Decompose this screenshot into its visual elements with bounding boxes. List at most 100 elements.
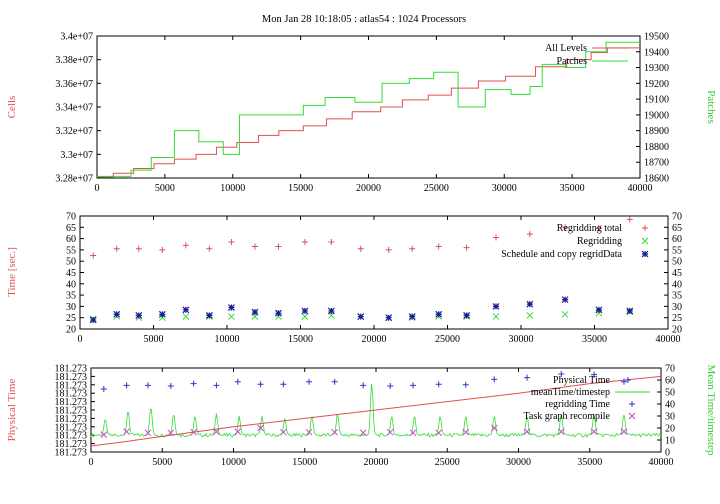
- legend-label-regridding-total: Regridding total: [557, 223, 622, 234]
- y-tick-label: 3.34e+07: [55, 103, 93, 114]
- data-point-regridding-time: [387, 383, 394, 389]
- x-tick-label: 15000: [288, 334, 313, 345]
- data-point-regridding-time: [360, 382, 367, 389]
- y-tick-label: 181.273: [55, 414, 88, 425]
- x-tick-label: 35000: [582, 334, 607, 345]
- data-point-regridding-time: [410, 382, 417, 389]
- y2-tick-label: 19200: [644, 79, 669, 90]
- data-point-schedule-copy: [251, 308, 259, 316]
- x-tick-label: 5000: [152, 457, 172, 468]
- y2-tick-label: 60: [672, 234, 682, 245]
- data-point-task-graph: [190, 428, 197, 436]
- y-tick-label: 181.273: [55, 448, 88, 459]
- y2-tick-label: 40: [665, 400, 675, 411]
- data-point-task-graph: [234, 428, 242, 435]
- y2-tick-label: 55: [672, 245, 682, 256]
- data-point-task-graph: [100, 431, 108, 438]
- data-point-regridding-total: [113, 245, 120, 252]
- data-point-regridding: [492, 313, 500, 320]
- data-point-schedule-copy: [135, 312, 143, 319]
- legend-swatch-physical-time: [625, 377, 631, 383]
- legend-label-physical-time: Physical Time: [553, 375, 611, 386]
- data-point-regridding-time: [190, 380, 197, 387]
- y2-tick-label: 20: [672, 325, 682, 336]
- data-point-regridding-total: [90, 252, 97, 259]
- data-point-regridding-total: [135, 245, 142, 252]
- data-point-regridding: [182, 313, 190, 320]
- y-tick-label: 181.273: [55, 406, 88, 417]
- y2-tick-label: 18800: [644, 142, 669, 153]
- y-tick-label: 25: [66, 313, 76, 324]
- data-point-regridding-total: [182, 242, 189, 249]
- legend-label-mean-time: meanTime/timestep: [531, 387, 610, 398]
- legend: Physical Time meanTime/timestep regriddi…: [524, 375, 650, 422]
- x-tick-label: 30000: [506, 457, 531, 468]
- series-line-mean-time: [90, 383, 662, 438]
- y2-tick-label: 19300: [644, 63, 669, 74]
- y-tick-label: 181.273: [55, 372, 88, 383]
- data-point-regridding-total: [275, 243, 282, 250]
- data-point-regridding-time: [491, 376, 498, 383]
- legend-swatch-regridding-time: [629, 401, 635, 407]
- data-point-regridding-time: [123, 382, 130, 389]
- data-point-regridding-time: [145, 382, 151, 389]
- data-point-regridding-time: [591, 371, 598, 378]
- data-point-regridding-time: [234, 378, 241, 385]
- y-tick-label: 181.273: [55, 364, 88, 375]
- data-point-task-graph: [167, 429, 175, 437]
- y2-tick-label: 45: [672, 268, 682, 279]
- data-point-regridding-time: [280, 381, 287, 388]
- y2-tick-label: 18900: [644, 126, 669, 137]
- y-tick-label: 35: [66, 291, 76, 302]
- x-tick-label: 5000: [144, 334, 164, 345]
- data-point-task-graph: [435, 429, 443, 437]
- y2-tick-label: 0: [665, 448, 670, 459]
- legend-swatch-task-graph: [628, 412, 636, 420]
- data-point-regridding-time: [100, 386, 107, 392]
- y-tick-label: 65: [66, 223, 76, 234]
- data-point-regridding-time: [306, 378, 313, 385]
- x-tick-label: 30000: [509, 334, 534, 345]
- data-point-regridding-time: [435, 381, 442, 388]
- x-tick-label: 10000: [221, 457, 246, 468]
- data-point-regridding-time: [331, 378, 338, 385]
- y-tick-label: 181.273: [55, 397, 88, 408]
- data-point-regridding-total: [206, 245, 213, 252]
- data-point-regridding-total: [595, 225, 602, 232]
- data-point-regridding: [526, 312, 534, 319]
- x-tick-label: 20000: [362, 334, 387, 345]
- x-tick-label: 40000: [656, 334, 681, 345]
- data-point-schedule-copy: [357, 313, 365, 320]
- data-point-schedule-copy: [526, 300, 534, 308]
- y-axis-label-physical-time: Physical Time: [6, 379, 18, 442]
- data-point-regridding-time: [213, 382, 220, 389]
- y-tick-label: 40: [66, 279, 76, 290]
- regridding-time-chart: Time [sec.] 0 5000 10000 15000 20000 25000 300…: [6, 212, 682, 346]
- data-point-task-graph: [386, 428, 394, 436]
- data-point-schedule-copy: [158, 310, 166, 318]
- y-tick-label: 55: [66, 245, 76, 256]
- series-line-physical-time: [90, 375, 662, 447]
- y-tick-label: 20: [66, 325, 76, 336]
- y-tick-label: 3.38e+07: [55, 55, 93, 66]
- x-tick-label: 10000: [215, 334, 240, 345]
- x-tick-label: 25000: [435, 457, 460, 468]
- data-point-regridding-total: [159, 246, 166, 253]
- data-point-regridding-time: [462, 381, 469, 388]
- data-point-regridding-total: [301, 238, 308, 245]
- y-tick-label: 3.4e+07: [60, 32, 93, 43]
- data-point-schedule-copy: [113, 310, 121, 318]
- y2-tick-label: 70: [672, 212, 682, 223]
- y-tick-label: 3.36e+07: [55, 79, 93, 90]
- x-tick-label: 5000: [155, 183, 175, 194]
- data-point-regridding-total: [526, 231, 533, 238]
- series-line-all-levels: [97, 47, 640, 178]
- figure-title: Mon Jan 28 10:18:05 : atlas54 : 1024 Pro…: [262, 14, 466, 25]
- y-tick-label: 3.32e+07: [55, 126, 93, 137]
- data-point-regridding-total: [463, 244, 470, 251]
- data-point-task-graph: [409, 429, 417, 437]
- data-point-task-graph: [123, 428, 130, 435]
- x-tick-label: 15000: [292, 457, 317, 468]
- data-point-schedule-copy: [89, 316, 97, 324]
